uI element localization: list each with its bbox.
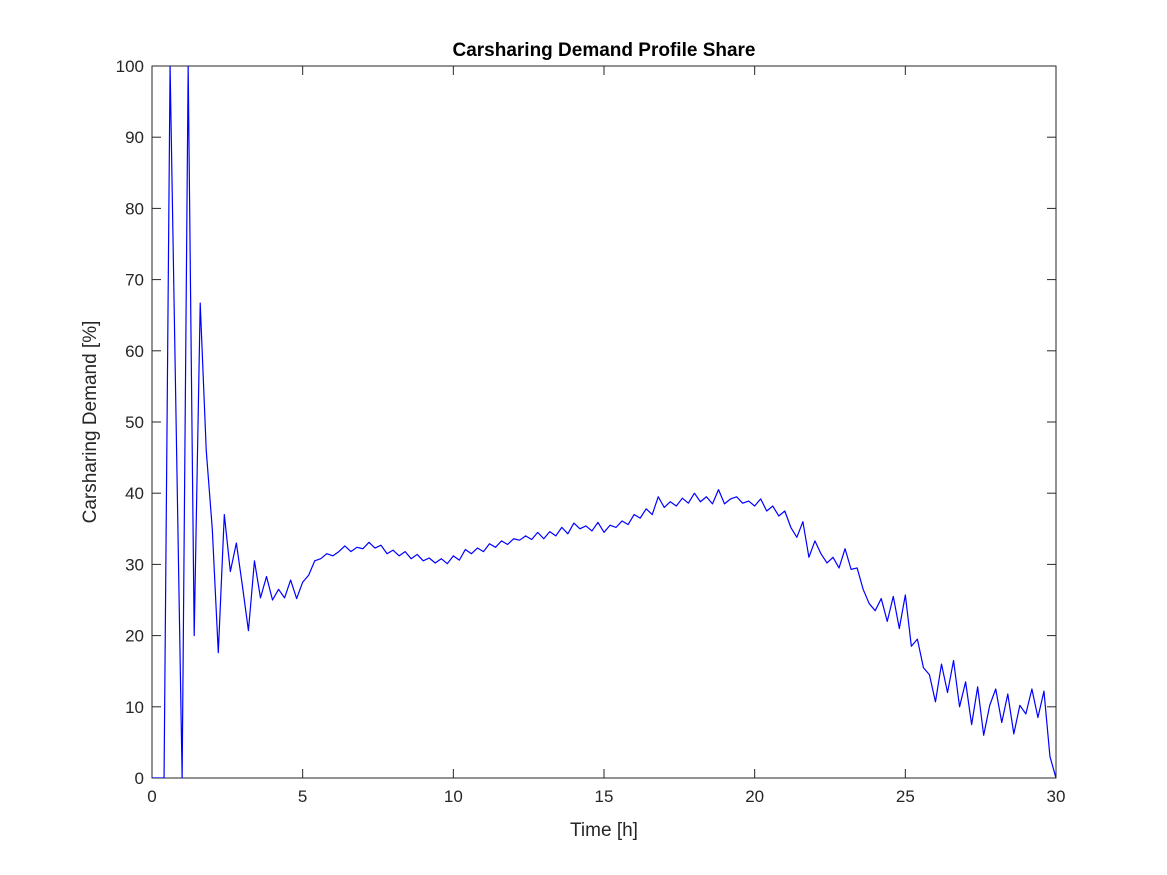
x-tick-label: 20 (745, 787, 764, 806)
y-tick-label: 70 (125, 271, 144, 290)
x-tick-label: 10 (444, 787, 463, 806)
x-tick-label: 15 (595, 787, 614, 806)
y-tick-label: 10 (125, 698, 144, 717)
data-line (152, 66, 1056, 778)
y-tick-label: 20 (125, 627, 144, 646)
y-tick-label: 40 (125, 484, 144, 503)
x-tick-label: 5 (298, 787, 307, 806)
y-tick-label: 80 (125, 199, 144, 218)
chart-title: Carsharing Demand Profile Share (452, 40, 755, 61)
y-axis-label: Carsharing Demand [%] (80, 321, 101, 524)
y-tick-label: 90 (125, 128, 144, 147)
y-tick-label: 60 (125, 342, 144, 361)
y-tick-label: 30 (125, 555, 144, 574)
y-tick-label: 0 (135, 769, 144, 788)
x-tick-label: 0 (147, 787, 156, 806)
x-tick-label: 25 (896, 787, 915, 806)
y-tick-label: 50 (125, 413, 144, 432)
x-axis-label: Time [h] (570, 820, 638, 841)
y-tick-label: 100 (116, 57, 144, 76)
x-tick-label: 30 (1047, 787, 1066, 806)
